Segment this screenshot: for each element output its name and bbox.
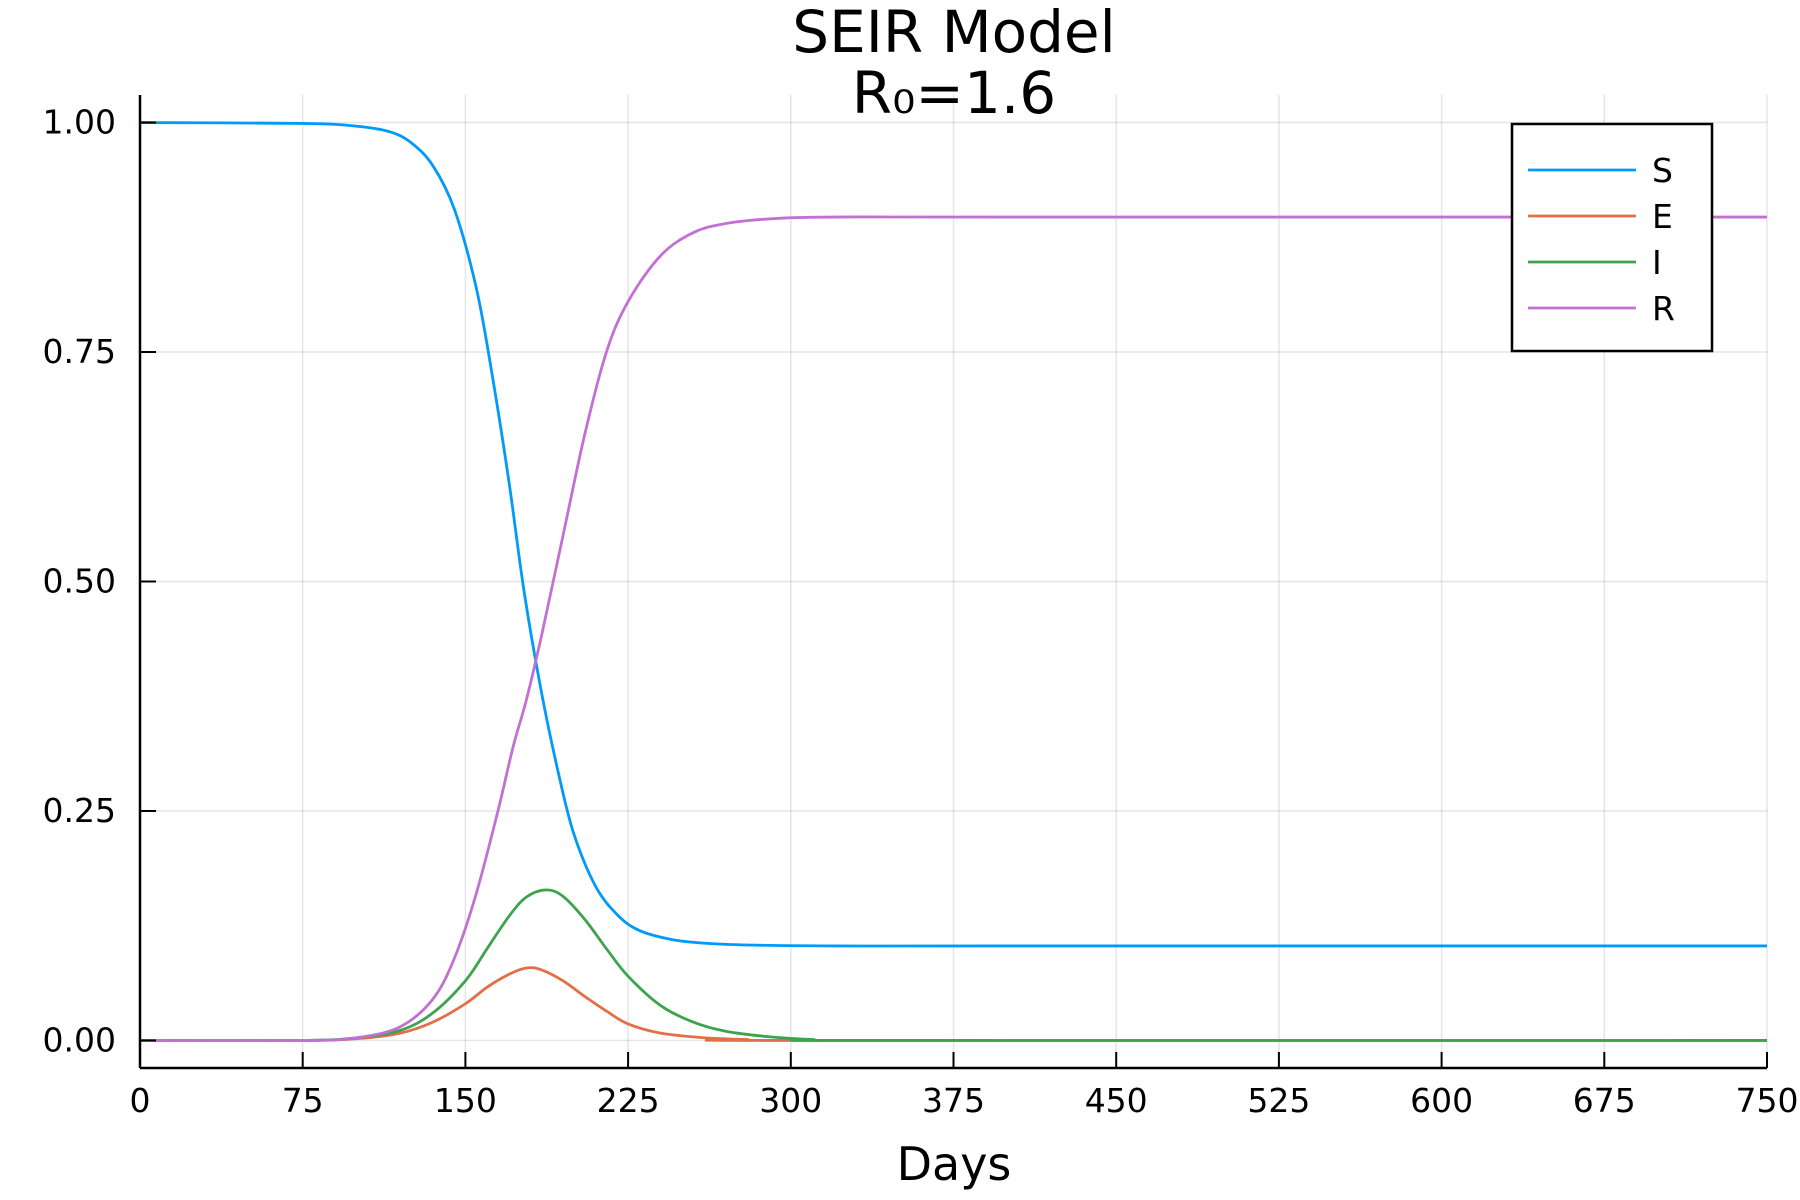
x-tick-label: 525	[1247, 1081, 1310, 1120]
x-ticks: 0 75 150 225 300 375 450 525 600 675 750	[130, 1052, 1799, 1120]
y-tick-label: 0.00	[43, 1020, 116, 1059]
x-tick-label: 450	[1085, 1081, 1148, 1120]
x-tick-label: 225	[597, 1081, 660, 1120]
series-line-s	[139, 121, 1767, 948]
legend-items: SEIR	[1528, 151, 1675, 328]
series-line-r	[139, 215, 1767, 1043]
grid-layer	[139, 95, 1768, 1068]
x-tick-label: 75	[282, 1081, 324, 1120]
legend: SEIR	[1510, 122, 1714, 353]
x-tick-label: 675	[1573, 1081, 1636, 1120]
x-tick-label: 600	[1410, 1081, 1473, 1120]
series-line-e	[139, 966, 1768, 1042]
x-tick-label: 300	[759, 1081, 822, 1120]
x-tick-label: 375	[922, 1081, 985, 1120]
legend-label-e: E	[1652, 197, 1673, 236]
legend-label-r: R	[1652, 289, 1675, 328]
legend-label-i: I	[1652, 243, 1662, 282]
y-ticks: 0.00 0.25 0.50 0.75 1.00	[43, 103, 156, 1059]
chart-title: SEIR Model	[792, 0, 1115, 66]
y-tick-label: 0.50	[43, 562, 116, 601]
chart-subtitle: R₀=1.6	[852, 59, 1056, 127]
x-tick-label: 150	[434, 1081, 497, 1120]
y-tick-label: 0.75	[43, 332, 116, 371]
x-axis-title: Days	[897, 1137, 1012, 1191]
x-tick-label: 750	[1736, 1081, 1799, 1120]
x-tick-label: 0	[130, 1081, 151, 1120]
legend-label-s: S	[1652, 151, 1673, 190]
legend-box	[1510, 122, 1714, 353]
y-tick-label: 1.00	[43, 103, 116, 142]
y-tick-label: 0.25	[43, 791, 116, 830]
series-line-i	[139, 888, 1768, 1043]
series-layer	[139, 121, 1768, 1043]
